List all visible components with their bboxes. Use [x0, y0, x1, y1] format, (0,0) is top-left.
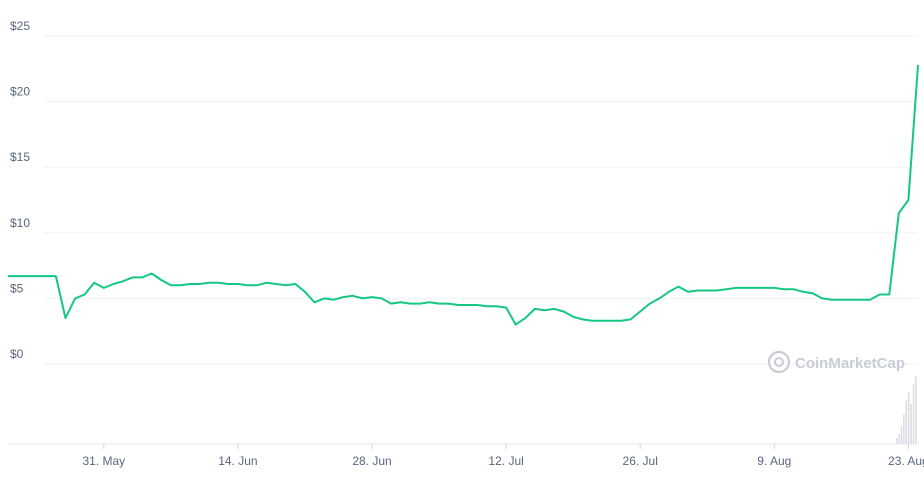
volume-bar: [908, 392, 910, 444]
x-tick-label: 12. Jul: [488, 454, 523, 468]
x-axis: 31. May 14. Jun 28. Jun 12. Jul 26. Jul 9. Au…: [8, 443, 924, 468]
x-tick-label: 14. Jun: [218, 454, 257, 468]
volume-bars: [896, 376, 917, 444]
y-tick-label: $25: [10, 19, 30, 33]
volume-bar: [915, 376, 917, 444]
volume-bar: [912, 384, 915, 444]
watermark-logo-icon: [767, 350, 791, 374]
grid-lines: [44, 35, 918, 365]
y-tick-label: $5: [10, 281, 24, 295]
y-tick-label: $15: [10, 150, 30, 164]
volume-bar: [900, 426, 903, 444]
volume-bar: [898, 434, 900, 444]
watermark-logo-inner: [774, 357, 784, 367]
x-tick-label: 31. May: [82, 454, 125, 468]
price-series-line: [8, 64, 919, 326]
volume-bar: [896, 438, 898, 444]
x-tick-label: 23. Aug: [888, 454, 924, 468]
y-tick-label: $20: [10, 85, 30, 99]
y-tick-label: $10: [10, 216, 30, 230]
volume-bar: [903, 414, 905, 444]
x-tick-label: 9. Aug: [757, 454, 791, 468]
y-axis: $0 $5 $10 $15 $20 $25: [10, 19, 30, 361]
volume-bar: [910, 404, 912, 444]
volume-bar: [905, 400, 907, 444]
watermark: CoinMarketCap: [767, 350, 905, 374]
x-tick-label: 28. Jun: [352, 454, 391, 468]
watermark-text: CoinMarketCap: [795, 355, 905, 372]
y-tick-label: $0: [10, 347, 24, 361]
x-tick-label: 26. Jul: [623, 454, 658, 468]
